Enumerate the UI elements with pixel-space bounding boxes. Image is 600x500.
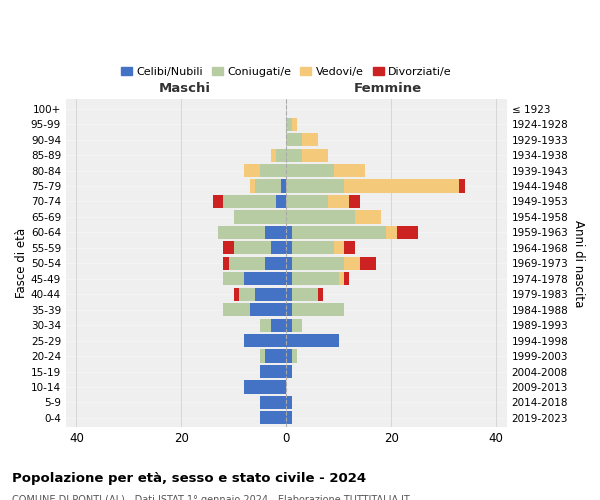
Bar xyxy=(302,148,328,162)
Bar xyxy=(286,118,292,131)
Bar xyxy=(286,350,292,362)
Bar xyxy=(276,148,286,162)
Text: COMUNE DI PONTI (AL) - Dati ISTAT 1° gennaio 2024 - Elaborazione TUTTITALIA.IT: COMUNE DI PONTI (AL) - Dati ISTAT 1° gen… xyxy=(12,495,410,500)
Bar xyxy=(265,256,286,270)
Bar xyxy=(260,396,286,409)
Bar xyxy=(223,195,276,208)
Bar xyxy=(328,195,349,208)
Bar xyxy=(260,164,286,177)
Bar xyxy=(286,303,292,316)
Bar xyxy=(292,242,334,254)
Bar xyxy=(318,288,323,301)
Bar xyxy=(265,350,286,362)
Bar xyxy=(244,272,286,285)
Bar xyxy=(286,256,292,270)
Bar xyxy=(349,195,360,208)
Text: Popolazione per età, sesso e stato civile - 2024: Popolazione per età, sesso e stato civil… xyxy=(12,472,366,485)
Bar xyxy=(286,210,355,224)
Bar xyxy=(286,133,302,146)
Bar xyxy=(218,226,265,239)
Bar xyxy=(286,164,334,177)
Bar xyxy=(286,318,292,332)
Bar xyxy=(286,180,344,192)
Bar xyxy=(271,242,286,254)
Bar xyxy=(286,272,292,285)
Bar xyxy=(265,226,286,239)
Bar xyxy=(250,303,286,316)
Bar xyxy=(234,210,286,224)
Y-axis label: Anni di nascita: Anni di nascita xyxy=(572,220,585,307)
Legend: Celibi/Nubili, Coniugati/e, Vedovi/e, Divorziati/e: Celibi/Nubili, Coniugati/e, Vedovi/e, Di… xyxy=(116,62,456,82)
Bar xyxy=(344,256,360,270)
Bar xyxy=(239,288,255,301)
Bar xyxy=(244,380,286,394)
Bar xyxy=(292,118,297,131)
Bar xyxy=(286,412,292,424)
Bar xyxy=(286,242,292,254)
Bar xyxy=(229,256,265,270)
Bar xyxy=(281,180,286,192)
Bar xyxy=(234,288,239,301)
Bar xyxy=(292,272,339,285)
Bar xyxy=(234,242,271,254)
Bar xyxy=(344,180,460,192)
Bar xyxy=(286,288,292,301)
Bar xyxy=(286,396,292,409)
Text: Maschi: Maschi xyxy=(159,82,211,94)
Bar xyxy=(286,365,292,378)
Bar xyxy=(260,318,271,332)
Bar xyxy=(271,148,276,162)
Bar xyxy=(260,350,265,362)
Bar xyxy=(292,303,344,316)
Bar xyxy=(292,288,318,301)
Bar xyxy=(260,365,286,378)
Bar xyxy=(286,226,292,239)
Bar xyxy=(244,164,260,177)
Bar xyxy=(339,272,344,285)
Bar xyxy=(276,195,286,208)
Bar xyxy=(344,272,349,285)
Bar xyxy=(397,226,418,239)
Bar xyxy=(223,242,234,254)
Bar xyxy=(255,180,281,192)
Bar xyxy=(244,334,286,347)
Bar xyxy=(302,133,318,146)
Bar xyxy=(292,318,302,332)
Bar xyxy=(286,334,339,347)
Bar xyxy=(286,148,302,162)
Bar xyxy=(292,256,344,270)
Bar xyxy=(250,180,255,192)
Bar xyxy=(260,412,286,424)
Bar xyxy=(292,226,386,239)
Bar xyxy=(355,210,381,224)
Bar xyxy=(386,226,397,239)
Bar xyxy=(292,350,297,362)
Bar xyxy=(223,303,250,316)
Bar xyxy=(334,164,365,177)
Bar xyxy=(223,272,244,285)
Bar xyxy=(334,242,344,254)
Bar xyxy=(271,318,286,332)
Bar xyxy=(255,288,286,301)
Y-axis label: Fasce di età: Fasce di età xyxy=(15,228,28,298)
Bar xyxy=(460,180,465,192)
Bar xyxy=(213,195,223,208)
Bar xyxy=(360,256,376,270)
Text: Femmine: Femmine xyxy=(353,82,422,94)
Bar xyxy=(223,256,229,270)
Bar xyxy=(286,195,328,208)
Bar xyxy=(344,242,355,254)
